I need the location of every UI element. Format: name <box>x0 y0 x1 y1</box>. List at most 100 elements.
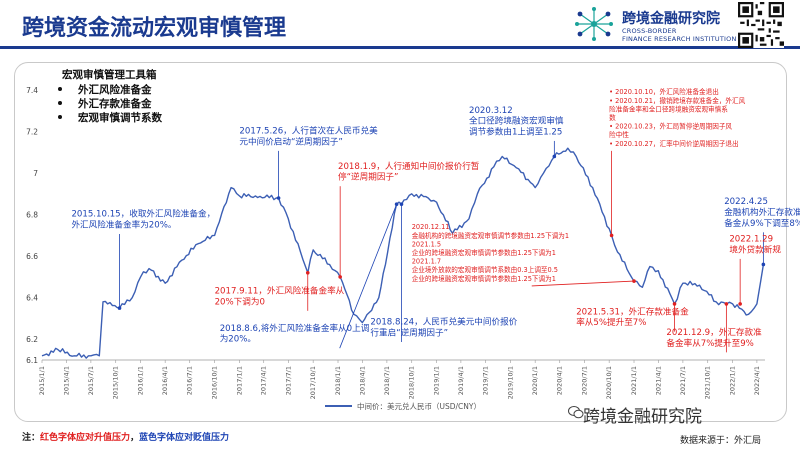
x-tick-label: 2019/1/1 <box>433 366 441 395</box>
x-tick-label: 2015/7/1 <box>87 366 95 395</box>
toolbox-item-label: 外汇存款准备金 <box>77 97 152 110</box>
annotation-text: 率从5%提升至7% <box>576 316 646 328</box>
annotation-text: 2018.8.24，人民币兑美元中间价报价 <box>370 316 517 328</box>
wechat-icon <box>568 406 584 419</box>
toolbox-item: 外汇存款准备金 <box>58 97 152 110</box>
annotation-marker <box>724 302 729 306</box>
bullet-icon <box>58 87 62 91</box>
y-tick-label: 7.2 <box>26 128 38 137</box>
x-tick-label: 2016/4/1 <box>161 366 169 395</box>
x-tick-label: 2021/10/1 <box>704 366 712 399</box>
y-tick-label: 6.2 <box>26 335 38 344</box>
x-tick-label: 2015/4/1 <box>62 366 70 395</box>
annotation-text: • 2020.10.27，汇率中间价逆周期因子退出 <box>609 139 738 148</box>
annotation-text: 2015.10.15，收取外汇风险准备金， <box>71 208 215 220</box>
annotation-text: 2017.9.11，外汇风险准备金率从 <box>215 285 345 297</box>
annotation-text: 外汇风险准备金率为20%。 <box>71 218 176 230</box>
annotation-text: 2021.5.31，外汇存款准备金 <box>576 305 689 317</box>
annotation-text: 险准备金率和全口径跨境融资宏观审慎系 <box>609 104 728 113</box>
x-tick-label: 2017/1/1 <box>235 366 243 395</box>
y-tick-label: 7 <box>33 169 38 178</box>
logo-network-icon <box>575 7 613 41</box>
annotation-text: 20%下调为0 <box>215 295 265 307</box>
annotation-marker <box>276 196 281 200</box>
x-tick-label: 2015/1/1 <box>38 366 46 395</box>
x-tick-label: 2019/4/1 <box>457 366 465 395</box>
annotation-text: 企业的跨境融资宏观审慎调节参数由1.25下调为1 <box>412 274 556 283</box>
annotation-text: 2018.8.6,将外汇风险准备金率从0上调 <box>220 322 370 334</box>
x-tick-label: 2017/7/1 <box>284 366 292 395</box>
event-annotation: • 2020.10.10，外汇风险准备金退出• 2020.10.21，撤销跨境存… <box>609 87 746 238</box>
annotation-marker <box>552 154 557 159</box>
x-tick-label: 2015/10/1 <box>112 366 120 399</box>
x-tick-label: 2016/1/1 <box>137 366 145 395</box>
toolbox-item: 外汇风险准备金 <box>58 83 152 96</box>
annotation-text: 企业境外放款的宏观审慎调节系数由0.3上调至0.5 <box>412 265 558 274</box>
annotation-text: 全口径跨境融资宏观审慎 <box>469 115 564 127</box>
x-tick-label: 2018/7/1 <box>383 366 391 395</box>
annotation-text: 2020.12.11 <box>412 223 450 231</box>
x-tick-label: 2022/1/1 <box>729 366 737 395</box>
bullet-icon <box>58 115 62 119</box>
x-tick-label: 2021/7/1 <box>679 366 687 395</box>
annotation-text: 2020.3.12 <box>469 106 513 116</box>
event-annotation: 2015.10.15，收取外汇风险准备金，外汇风险准备金率为20%。 <box>71 208 215 310</box>
logo-english-line1: CROSS-BORDER <box>622 27 677 35</box>
annotation-text: 险中性 <box>609 130 629 139</box>
annotation-arrow <box>339 204 397 349</box>
note-blue: 蓝色字体应对贬值压力 <box>139 433 230 443</box>
annotation-text: 2021.1.7 <box>412 258 441 266</box>
annotation-text: • 2020.10.10，外汇风险准备金退出 <box>609 87 719 96</box>
data-source: 数据来源于：外汇局 <box>680 436 762 446</box>
x-tick-label: 2018/4/1 <box>358 366 366 395</box>
annotation-text: 2018.1.9，人行通知中间价报价行暂 <box>338 160 480 172</box>
annotation-text: 调节参数由1上调至1.25 <box>469 125 562 137</box>
annotation-text: 企业的跨境融资宏观审慎调节参数由1.25下调为1 <box>412 248 556 257</box>
x-tick-label: 2016/7/1 <box>186 366 194 395</box>
bullet-icon <box>58 101 62 105</box>
chart-legend: 中间价：美元兑人民币（USD/CNY） <box>325 401 481 411</box>
x-tick-label: 2017/10/1 <box>309 366 317 399</box>
y-tick-label: 7.4 <box>26 86 38 95</box>
annotation-marker <box>609 233 614 238</box>
note-red: 红色字体应对升值压力 <box>40 433 131 443</box>
annotation-text: 2017.5.26，人行首次在人民币兑美 <box>239 125 378 137</box>
toolbox-item-label: 宏观审慎调节系数 <box>78 111 162 124</box>
toolbox-heading: 宏观审慎管理工具箱 <box>62 68 157 81</box>
y-tick-label: 6.1 <box>26 356 38 365</box>
annotation-arrow <box>531 280 635 287</box>
x-tick-label: 2016/10/1 <box>211 366 219 399</box>
chart-panel <box>14 62 787 422</box>
y-tick-label: 6.4 <box>26 294 38 303</box>
annotation-text: • 2020.10.21，撤销跨境存款准备金，外汇风 <box>609 96 745 105</box>
toolbox-item: 宏观审慎调节系数 <box>58 111 162 124</box>
annotation-text: 备金率从7%提升至9% <box>666 337 753 349</box>
annotation-marker <box>672 302 677 306</box>
x-tick-label: 2022/4/1 <box>753 366 761 395</box>
x-tick-label: 2018/10/1 <box>408 366 416 399</box>
y-tick-label: 6.6 <box>26 252 38 261</box>
x-tick-label: 2018/1/1 <box>334 366 342 395</box>
title-divider <box>0 46 800 49</box>
x-tick-label: 2020/1/1 <box>531 366 539 395</box>
x-tick-label: 2019/10/1 <box>506 366 514 399</box>
logo-name: 跨境金融研究院 <box>622 11 720 27</box>
institute-logo: 跨境金融研究院 CROSS-BORDER FINANCE RESEARCH IN… <box>574 4 736 44</box>
x-tick-label: 2017/4/1 <box>260 366 268 395</box>
annotation-marker <box>394 202 399 207</box>
annotation-marker <box>761 262 766 267</box>
logo-english-line2: FINANCE RESEARCH INSTITUTION <box>622 35 737 43</box>
annotation-text: 为20%。 <box>220 333 256 345</box>
page-title: 跨境资金流动宏观审慎管理 <box>22 16 287 41</box>
annotation-text: 2021.1.5 <box>412 240 441 248</box>
annotation-text: 备金从9%下调至8% <box>724 217 800 229</box>
y-tick-label: 6.8 <box>26 211 38 220</box>
annotation-marker <box>305 270 310 275</box>
